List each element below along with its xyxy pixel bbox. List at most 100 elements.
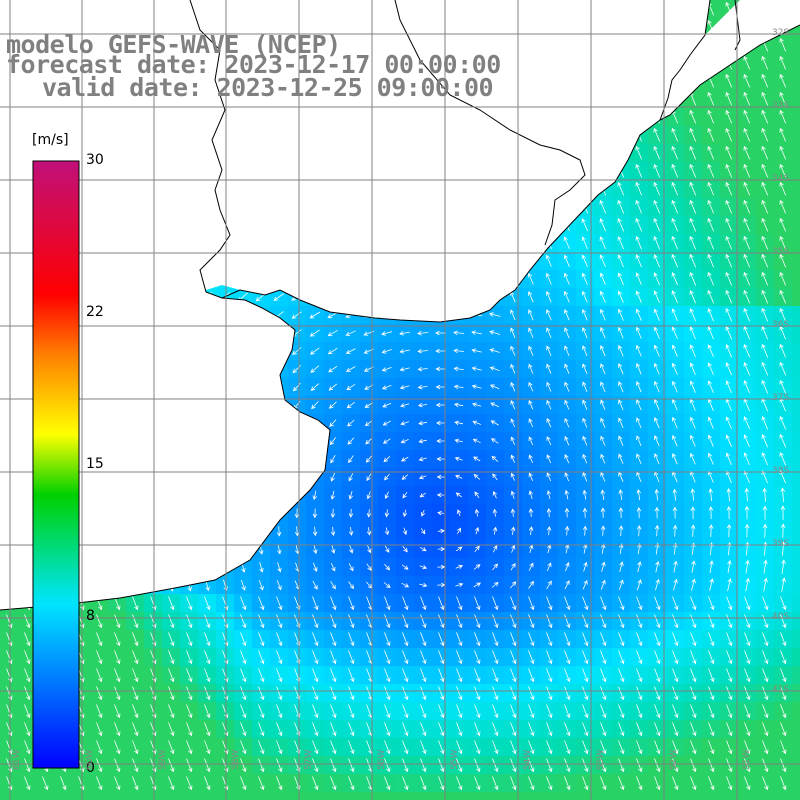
wind-arrow (600, 417, 606, 428)
speed-cell (792, 306, 800, 325)
wind-arrow (618, 668, 625, 683)
wind-arrow (707, 217, 715, 232)
wind-arrow (382, 420, 391, 426)
speed-cell (486, 792, 505, 800)
wind-arrow (186, 686, 193, 701)
wind-arrow (366, 473, 372, 482)
wind-arrow (745, 559, 750, 574)
wind-arrow (743, 434, 750, 448)
wind-arrow (436, 438, 445, 444)
wind-arrow (472, 402, 482, 407)
wind-arrow (384, 596, 391, 611)
wind-arrow (420, 528, 426, 535)
wind-arrow (779, 271, 787, 286)
wind-arrow (672, 776, 679, 791)
speed-cell (342, 792, 361, 800)
wind-arrow (689, 416, 696, 429)
wind-arrow (654, 453, 660, 465)
wind-arrow (366, 509, 372, 518)
colorbar-tick: 0 (86, 760, 95, 776)
wind-arrow (528, 740, 535, 755)
wind-arrow (618, 344, 624, 357)
wind-arrow (402, 546, 408, 553)
wind-arrow (258, 580, 264, 591)
wind-arrow (617, 272, 624, 285)
wind-arrow (744, 704, 751, 719)
wind-arrow (438, 758, 445, 773)
wind-arrow (401, 564, 409, 570)
wind-arrow (761, 379, 769, 394)
wind-arrow (240, 579, 246, 591)
speed-cell (792, 324, 800, 343)
lon-label: 53W (596, 749, 606, 770)
wind-arrow (761, 163, 769, 178)
wind-arrow (762, 650, 769, 665)
wind-arrow (636, 668, 643, 683)
wind-arrow (132, 758, 139, 773)
wind-arrow (582, 507, 588, 518)
speed-cell (468, 792, 487, 800)
wind-arrow (528, 327, 534, 339)
wind-arrow (276, 614, 283, 629)
speed-cell (792, 360, 800, 379)
wind-arrow (655, 578, 660, 591)
wind-arrow (671, 163, 679, 178)
wind-arrow (654, 435, 660, 447)
wind-arrow (600, 776, 607, 791)
wind-arrow (6, 740, 13, 755)
wind-arrow (582, 381, 588, 392)
wind-arrow (384, 614, 391, 629)
wind-arrow (636, 650, 643, 665)
wind-arrow (743, 235, 751, 250)
wind-arrow (330, 632, 337, 647)
wind-arrow (582, 435, 588, 446)
wind-arrow (346, 401, 355, 409)
wind-arrow (726, 758, 733, 773)
wind-arrow (399, 349, 410, 354)
wind-arrow (474, 632, 481, 647)
wind-arrow (725, 253, 733, 268)
wind-arrow (780, 740, 787, 755)
wind-arrow (168, 668, 175, 683)
wind-arrow (168, 704, 175, 719)
wind-arrow (456, 668, 463, 683)
wind-arrow (779, 433, 787, 448)
wind-arrow (419, 546, 427, 552)
colorbar-tick: 22 (86, 304, 104, 320)
wind-arrow (510, 668, 517, 683)
wind-arrow (763, 559, 768, 574)
wind-arrow (474, 614, 481, 629)
wind-arrow (510, 722, 517, 737)
wind-arrow (291, 311, 302, 319)
wind-arrow (435, 330, 447, 336)
wind-arrow (672, 453, 678, 465)
wind-arrow (402, 509, 408, 518)
wind-arrow (456, 614, 463, 629)
wind-arrow (582, 471, 588, 482)
wind-arrow (546, 740, 553, 755)
wind-arrow (528, 580, 534, 589)
wind-arrow (312, 580, 318, 590)
wind-arrow (420, 704, 427, 719)
wind-arrow (258, 758, 265, 773)
wind-arrow (761, 235, 769, 250)
speed-cell (594, 792, 613, 800)
wind-arrow (707, 344, 714, 358)
wind-arrow (564, 686, 571, 701)
wind-arrow (653, 254, 660, 268)
wind-arrow (618, 722, 625, 737)
wind-arrow (707, 470, 714, 483)
wind-arrow (546, 399, 552, 410)
wind-arrow (276, 668, 283, 683)
speed-cell (792, 612, 800, 631)
wind-arrow (438, 740, 445, 755)
wind-arrow (582, 614, 589, 629)
wind-arrow (328, 383, 338, 391)
wind-arrow (779, 451, 787, 466)
wind-arrow (690, 776, 697, 791)
wind-arrow (744, 650, 751, 665)
speed-cell (522, 792, 541, 800)
speed-cell (90, 792, 109, 800)
wind-arrow (528, 490, 533, 500)
wind-arrow (599, 236, 606, 250)
